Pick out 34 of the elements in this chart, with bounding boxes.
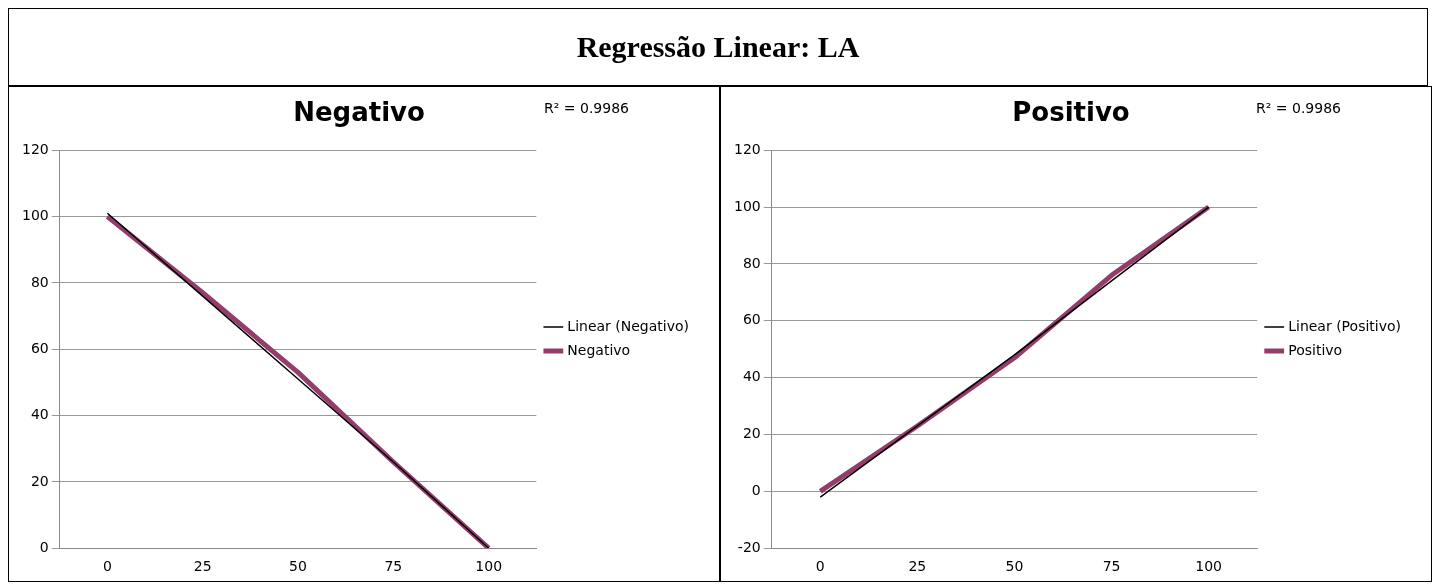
text: R² = 0.9986 <box>544 100 630 116</box>
legend-label: Linear (Positivo) <box>1288 317 1402 334</box>
y-tick-label: 40 <box>30 406 49 423</box>
y-tick-label: 80 <box>742 254 761 271</box>
y-tick-label: 0 <box>751 481 761 498</box>
y-tick-label: -20 <box>737 538 761 555</box>
x-tick-label: 100 <box>475 558 503 575</box>
legend-label: Positivo <box>1288 341 1343 358</box>
y-tick-label: 80 <box>30 273 49 290</box>
y-tick-label: 100 <box>733 197 761 214</box>
y-tick-label: 20 <box>30 472 49 489</box>
x-tick-label: 50 <box>289 558 307 575</box>
y-tick-label: 20 <box>742 425 761 442</box>
x-tick-label: 25 <box>193 558 212 575</box>
x-tick-label: 25 <box>908 558 927 575</box>
x-tick-label: 0 <box>815 558 825 575</box>
y-tick-label: 0 <box>39 538 49 555</box>
x-tick-label: 0 <box>102 558 112 575</box>
legend-label: Negativo <box>567 341 631 358</box>
x-tick-label: 75 <box>1102 558 1121 575</box>
text: R² = 0.9986 <box>1256 100 1342 116</box>
y-tick-label: 60 <box>30 339 49 356</box>
y-tick-label: 100 <box>21 207 49 224</box>
text: Regressão Linear: LA <box>576 30 860 64</box>
chart-title: Negativo <box>293 97 425 128</box>
y-tick-label: 120 <box>733 140 761 157</box>
x-tick-label: 75 <box>384 558 403 575</box>
y-tick-label: 40 <box>742 368 761 385</box>
x-tick-label: 50 <box>1005 558 1024 575</box>
y-tick-label: 60 <box>742 311 761 328</box>
x-tick-label: 100 <box>1195 558 1223 575</box>
chart-title: Positivo <box>1012 97 1130 128</box>
legend-label: Linear (Negativo) <box>567 317 690 334</box>
y-tick-label: 120 <box>21 140 49 157</box>
